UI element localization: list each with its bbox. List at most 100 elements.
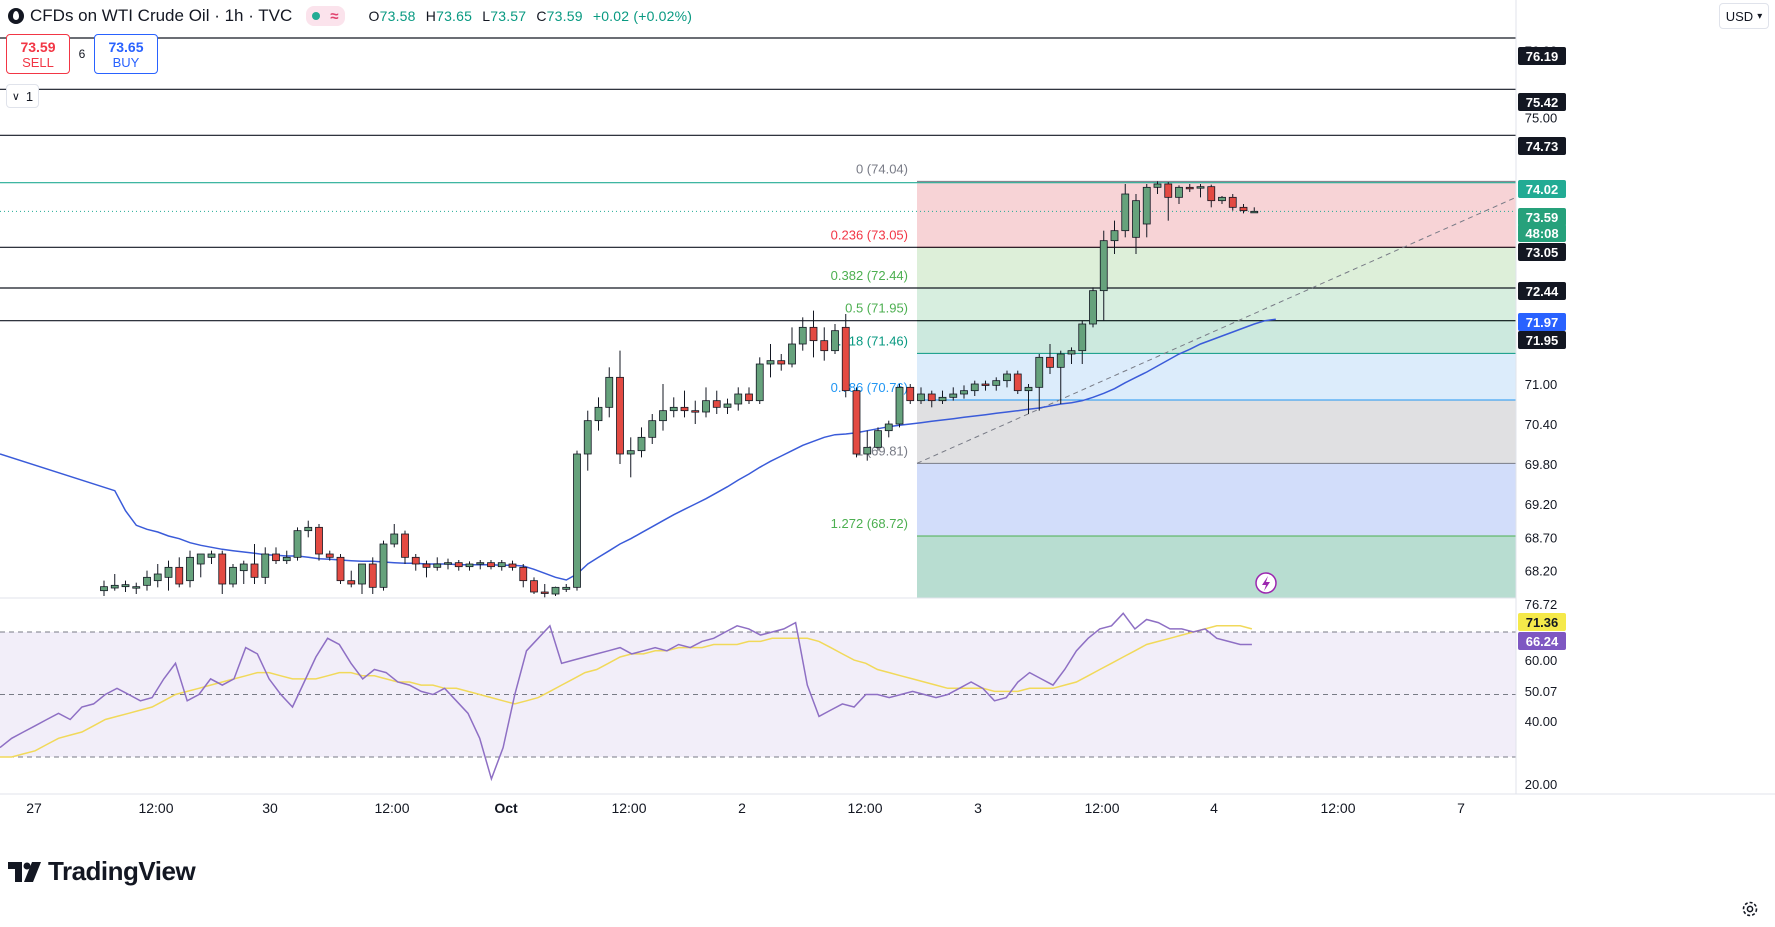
candle <box>949 387 958 401</box>
candle <box>282 550 291 564</box>
price-badge-text: 74.02 <box>1526 182 1559 197</box>
candle <box>1121 184 1130 238</box>
fib-label-0.382: 0.382 (72.44) <box>831 268 908 283</box>
candle <box>659 384 667 431</box>
candle-body <box>938 396 947 402</box>
candle-body <box>605 376 614 408</box>
candle-body <box>304 526 313 532</box>
candle-body <box>1196 186 1205 189</box>
time-tick-label: 2 <box>738 800 746 816</box>
candle-body <box>293 530 302 558</box>
rsi-pane[interactable] <box>0 612 1516 782</box>
candle-body <box>831 330 839 352</box>
candle-body <box>1078 323 1087 352</box>
candle <box>411 554 420 571</box>
candle <box>272 547 280 564</box>
fib-label-0.786: 0.786 (70.76) <box>831 380 908 395</box>
tradingview-logo[interactable]: TradingView <box>8 856 196 887</box>
price-badge: 74.02 <box>1518 180 1566 198</box>
candle <box>1185 184 1194 192</box>
candle <box>691 400 700 424</box>
candle <box>261 547 270 584</box>
buy-label: BUY <box>112 55 140 70</box>
candle-body <box>1142 186 1151 225</box>
price-badge: 76.19 <box>1518 47 1566 65</box>
fib-label-0.5: 0.5 (71.95) <box>845 301 908 316</box>
candle <box>831 324 839 354</box>
symbol-title[interactable]: CFDs on WTI Crude Oil · 1h · TVC <box>30 6 293 25</box>
candle-body <box>766 360 775 365</box>
rsi-ma-line <box>0 625 1253 758</box>
time-tick-label: 12:00 <box>847 800 882 816</box>
candle-body <box>1110 230 1119 242</box>
price-pane[interactable]: 0 (74.04) 0.236 (73.05) 0.382 (72.44) 0.5 (… <box>0 37 1516 598</box>
price-badge: 75.42 <box>1518 93 1566 111</box>
sell-button[interactable]: 73.59 SELL <box>6 34 70 74</box>
candle-body <box>626 450 635 455</box>
candle <box>906 384 915 404</box>
market-status-pill[interactable]: ≈ <box>306 6 345 26</box>
currency-select[interactable]: USD ▾ <box>1719 3 1769 29</box>
candle-body <box>153 573 162 582</box>
candle-body <box>1153 183 1162 188</box>
time-tick-label: 12:00 <box>374 800 409 816</box>
candle-body <box>841 326 850 392</box>
chevron-down-icon: ▾ <box>1757 10 1763 22</box>
low-value: 73.57 <box>490 8 527 24</box>
candle-body <box>852 390 861 455</box>
candle-body <box>616 376 624 455</box>
candle <box>1218 196 1226 204</box>
candle-body <box>874 430 882 448</box>
rsi-tick-label: 50.07 <box>1525 684 1558 699</box>
candle-body <box>562 586 571 590</box>
candle <box>368 557 377 594</box>
candle-body <box>863 446 872 455</box>
rsi-badge-text: 66.24 <box>1526 634 1559 649</box>
trend-line[interactable] <box>916 196 1516 464</box>
candle <box>777 354 786 371</box>
candle <box>239 560 248 584</box>
candle-body <box>917 393 925 402</box>
price-badge-text: 75.42 <box>1526 95 1559 110</box>
gear-icon[interactable] <box>1740 899 1760 919</box>
candle-body <box>1035 356 1044 388</box>
price-tick-label: 69.80 <box>1525 457 1558 472</box>
candle <box>487 560 495 570</box>
price-tick-label: 68.20 <box>1525 564 1558 579</box>
buy-button[interactable]: 73.65 BUY <box>94 34 158 74</box>
candle <box>970 380 979 396</box>
lightning-icon[interactable] <box>1255 572 1277 594</box>
candle-body <box>433 563 442 568</box>
candle <box>465 561 474 571</box>
candle-body <box>143 576 151 586</box>
price-badge-bg <box>1518 180 1566 198</box>
candle <box>723 398 732 414</box>
candle <box>497 560 506 571</box>
time-tick-label: 12:00 <box>1084 800 1119 816</box>
candle-body <box>207 553 216 558</box>
indicators-toggle[interactable]: ∨ 1 <box>6 84 39 108</box>
candle <box>1164 182 1173 221</box>
candle <box>551 586 560 596</box>
rsi-tick-label: 60.00 <box>1525 653 1558 668</box>
candle <box>1035 354 1044 411</box>
price-badge: 73.59 <box>1518 208 1566 226</box>
sell-label: SELL <box>22 55 54 70</box>
price-badge-bg <box>1518 137 1566 155</box>
candle-body <box>1067 350 1076 355</box>
price-badge: 71.95 <box>1518 331 1566 349</box>
candle <box>454 560 463 571</box>
candle-body <box>788 343 796 365</box>
fib-label-0.236: 0.236 (73.05) <box>831 227 908 242</box>
high-value: 73.65 <box>436 8 473 24</box>
candle-body <box>422 563 431 568</box>
price-tick-label: 68.70 <box>1525 530 1558 545</box>
candle-body <box>250 563 259 578</box>
candle-body <box>444 562 452 565</box>
price-badge-text: 73.05 <box>1526 245 1559 260</box>
candle <box>304 520 313 538</box>
candle-body <box>723 403 732 408</box>
candle <box>1207 184 1216 208</box>
candle-body <box>368 563 377 588</box>
